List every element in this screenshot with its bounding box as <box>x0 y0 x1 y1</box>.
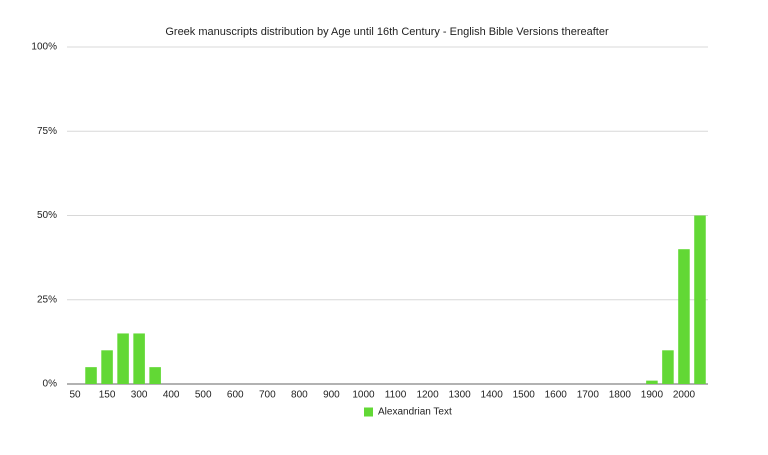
x-tick-label: 150 <box>99 390 116 401</box>
y-tick-label: 0% <box>43 379 58 390</box>
x-tick-label: 600 <box>227 390 244 401</box>
bar <box>662 350 674 384</box>
x-tick-label: 500 <box>195 390 212 401</box>
x-tick-label: 50 <box>69 390 81 401</box>
x-tick-label: 400 <box>163 390 180 401</box>
x-tick-label: 1600 <box>545 390 568 401</box>
x-tick-label: 1200 <box>416 390 439 401</box>
y-tick-label: 100% <box>31 42 57 53</box>
bar <box>133 333 145 384</box>
bar <box>85 367 97 384</box>
x-tick-label: 1800 <box>609 390 632 401</box>
x-tick-label: 1400 <box>481 390 504 401</box>
x-tick-label: 1000 <box>352 390 375 401</box>
x-tick-label: 1300 <box>448 390 471 401</box>
bar <box>646 380 658 384</box>
x-tick-label: 1700 <box>577 390 600 401</box>
bar <box>678 249 690 384</box>
x-tick-label: 2000 <box>673 390 696 401</box>
x-tick-label: 900 <box>323 390 340 401</box>
x-tick-label: 1500 <box>513 390 536 401</box>
legend-swatch <box>364 407 373 417</box>
x-tick-label: 700 <box>259 390 276 401</box>
bar <box>101 350 113 384</box>
legend-label: Alexandrian Text <box>378 407 452 418</box>
chart-title: Greek manuscripts distribution by Age un… <box>165 26 609 38</box>
y-tick-label: 75% <box>37 126 57 137</box>
x-tick-label: 300 <box>131 390 148 401</box>
bar <box>149 367 161 384</box>
x-tick-label: 1100 <box>385 390 407 401</box>
bar <box>117 333 129 384</box>
y-tick-label: 50% <box>37 210 57 221</box>
bar <box>694 215 706 384</box>
x-tick-label: 1900 <box>641 390 664 401</box>
x-tick-label: 800 <box>291 390 308 401</box>
y-tick-label: 25% <box>37 294 57 305</box>
